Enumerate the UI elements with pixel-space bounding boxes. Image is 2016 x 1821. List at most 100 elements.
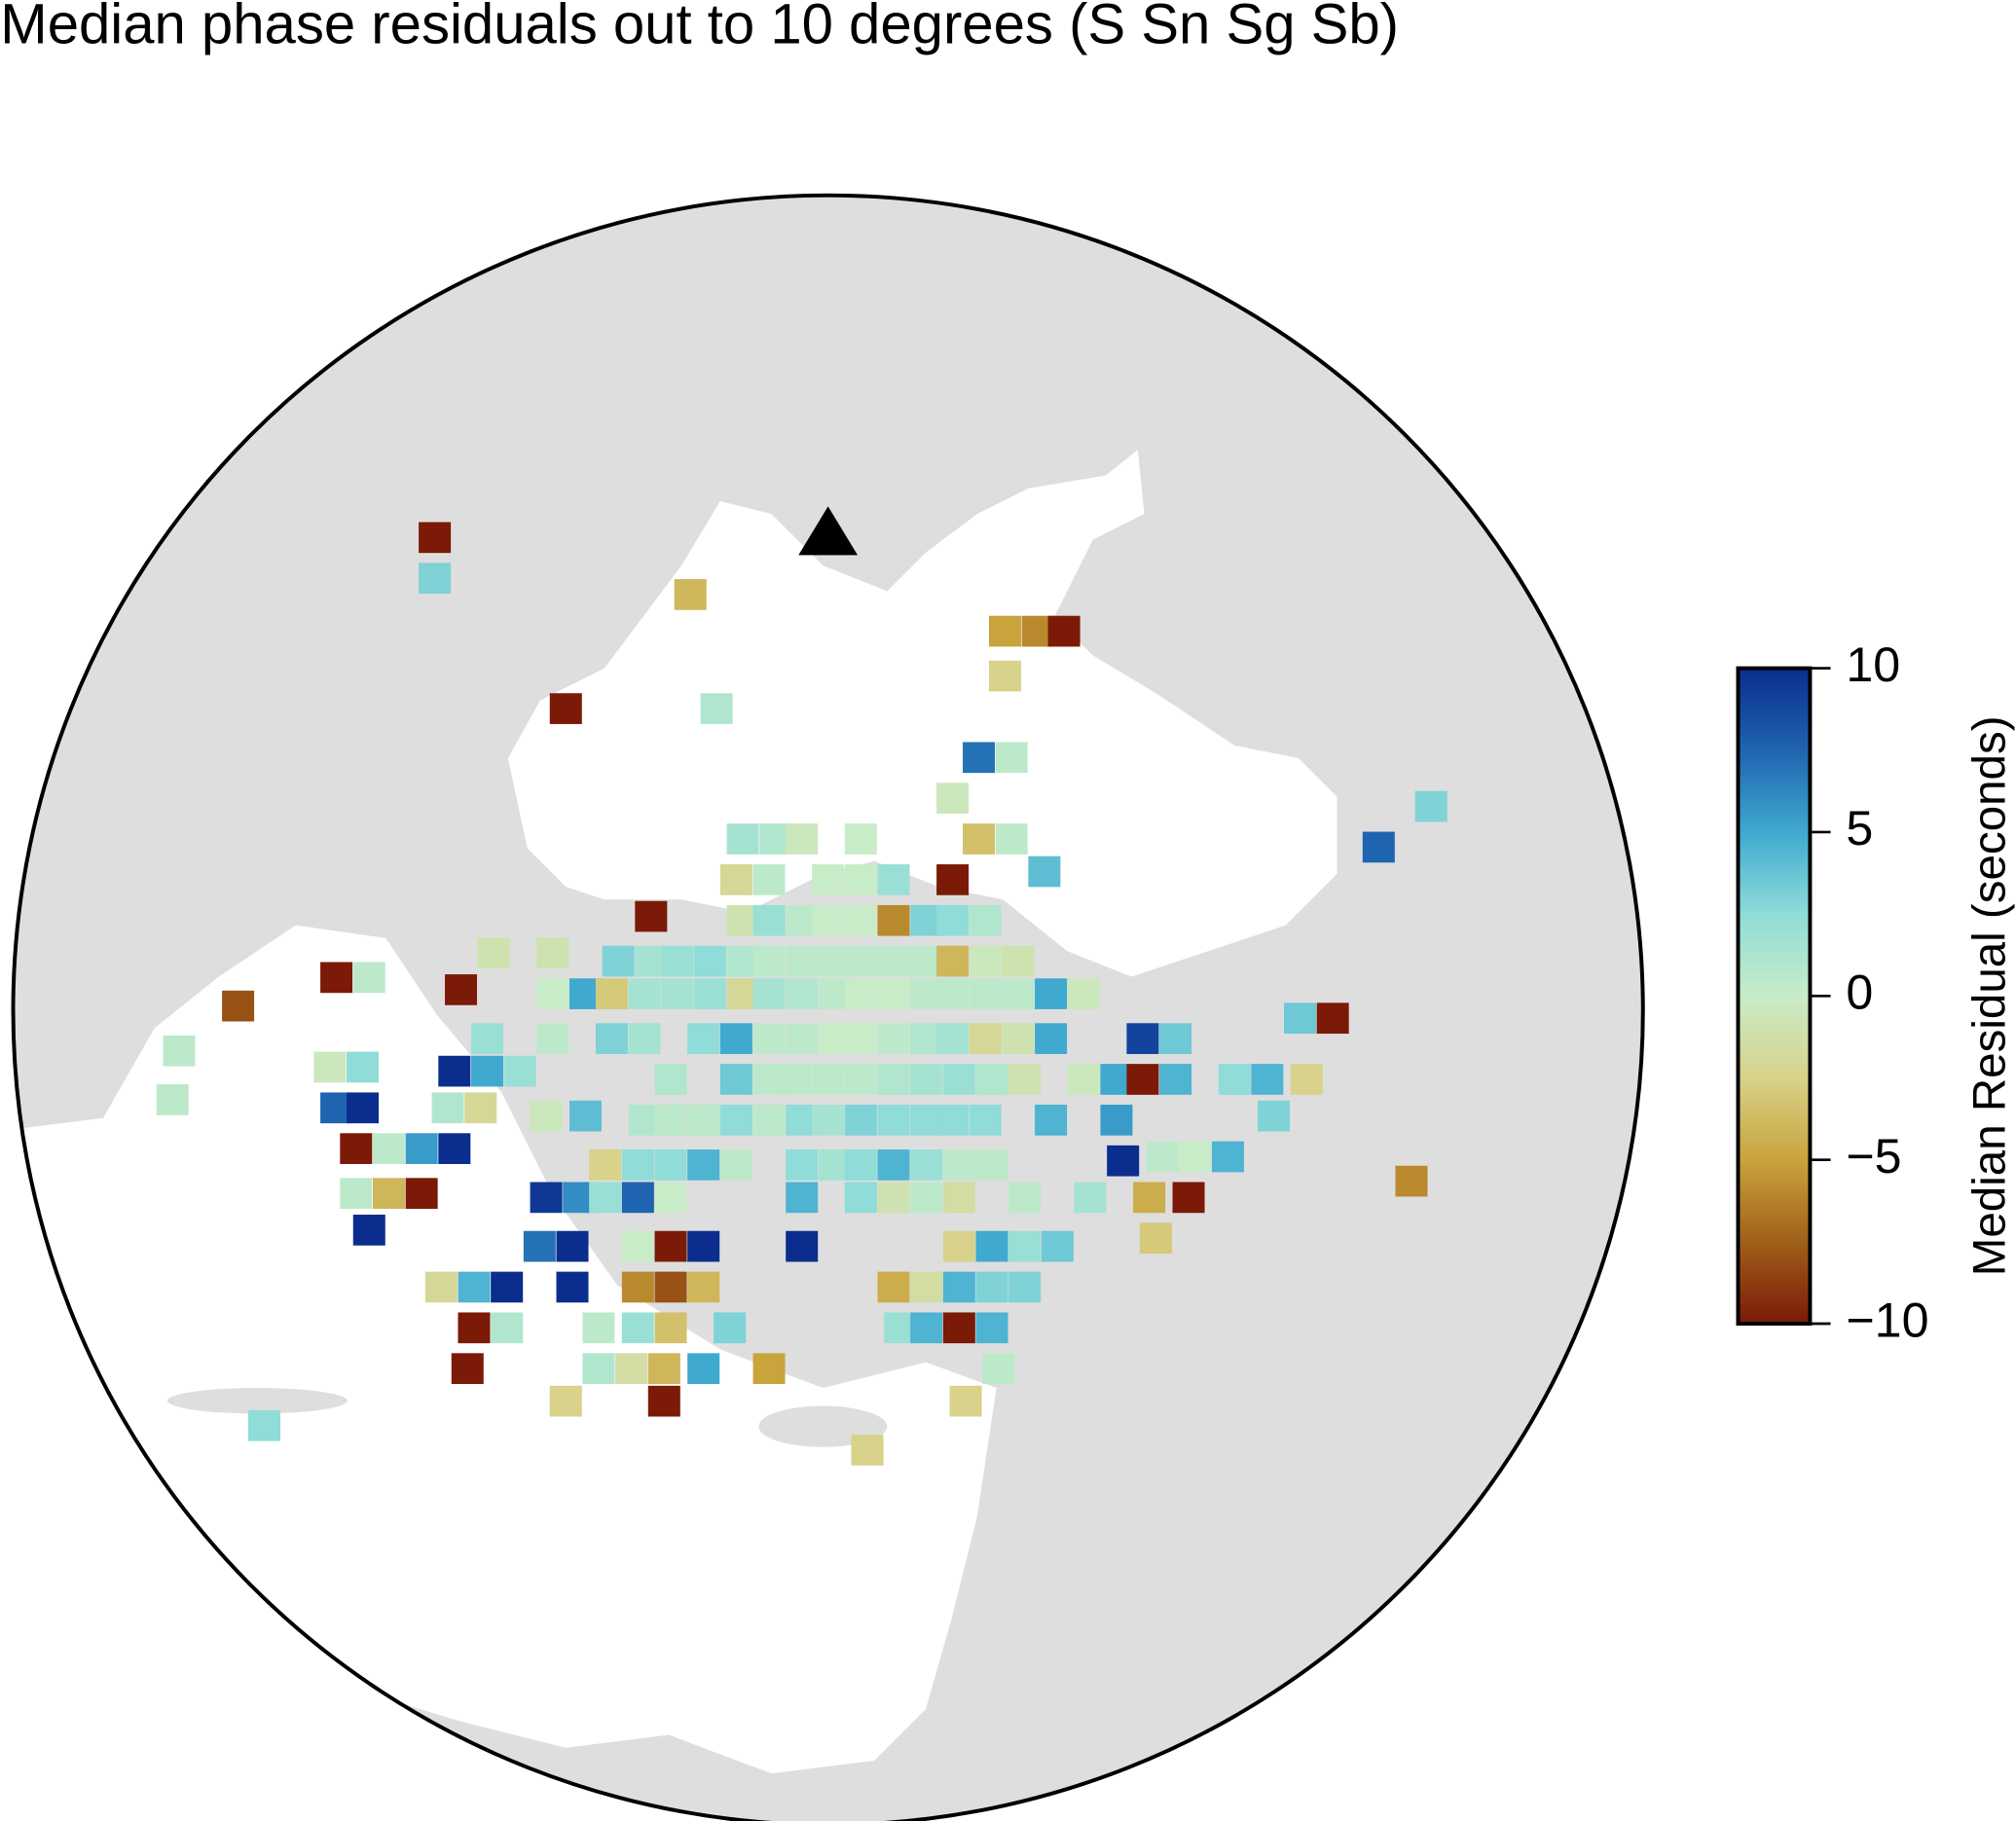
cell (995, 742, 1028, 774)
cell (982, 1353, 1015, 1385)
cell (942, 1312, 975, 1344)
colorbar-tick-label: 0 (1846, 965, 1873, 1020)
cell (687, 1271, 720, 1303)
cell (1258, 1100, 1291, 1132)
cell (693, 978, 726, 1009)
cell (470, 1055, 503, 1087)
cell (714, 1312, 747, 1344)
cell (877, 1104, 910, 1136)
cell (477, 937, 510, 969)
cell (1002, 945, 1035, 977)
cell (347, 1051, 380, 1083)
cell (536, 978, 569, 1009)
cell (1159, 1064, 1192, 1095)
cell (936, 1023, 970, 1054)
cell (687, 1149, 720, 1181)
cell (556, 1230, 589, 1262)
cell (975, 1271, 1008, 1303)
cell (340, 1133, 373, 1164)
cell (910, 1182, 943, 1214)
cell (503, 1055, 536, 1087)
cell (621, 1271, 654, 1303)
cell (654, 1230, 687, 1262)
cell (786, 1023, 819, 1054)
cell (615, 1353, 648, 1385)
cell (844, 864, 877, 895)
cell (988, 615, 1021, 647)
cell (523, 1230, 556, 1262)
cell (1211, 1141, 1244, 1173)
cell (654, 1104, 687, 1136)
cell (844, 945, 877, 977)
cell (719, 1023, 752, 1054)
colorbar-tick-label: −5 (1846, 1129, 1901, 1184)
cell (1126, 1023, 1159, 1054)
cell (942, 1149, 975, 1181)
crete (166, 1388, 348, 1414)
colorbar-tick-label: 10 (1846, 637, 1900, 692)
cell (1035, 1104, 1068, 1136)
cell (654, 1182, 687, 1214)
cell (693, 945, 726, 977)
cell (1002, 1023, 1035, 1054)
colorbar: −10 −5 0 5 10 (1736, 637, 1928, 1347)
cell (949, 1385, 982, 1417)
cell (582, 1353, 615, 1385)
cell (424, 1271, 458, 1303)
cell (786, 945, 819, 977)
cell (1008, 1182, 1042, 1214)
cell (910, 1149, 943, 1181)
cell (621, 1182, 654, 1214)
cell (549, 693, 582, 724)
cell (963, 742, 996, 774)
cell (942, 1271, 975, 1303)
mediterranean-sea (13, 925, 997, 1774)
cell (995, 823, 1028, 855)
colorbar-label: Median Residual (seconds) (1963, 715, 2015, 1276)
cell (844, 1064, 877, 1095)
cell (1290, 1064, 1323, 1095)
cell (1218, 1064, 1251, 1095)
cell (877, 1149, 910, 1181)
cell (779, 1064, 812, 1095)
black-sea (507, 450, 1338, 977)
cell (1035, 1023, 1068, 1054)
cell (1362, 831, 1395, 863)
cell (844, 978, 877, 1009)
cell (969, 945, 1002, 977)
cell (661, 978, 694, 1009)
cell (621, 1149, 654, 1181)
cell (812, 1104, 845, 1136)
cell (654, 1271, 687, 1303)
cell (635, 900, 668, 932)
cell (687, 1023, 720, 1054)
cell (1047, 615, 1081, 647)
cell (589, 1149, 622, 1181)
cell (458, 1271, 491, 1303)
cell (1008, 1271, 1042, 1303)
cell (491, 1312, 524, 1344)
cell (786, 1182, 819, 1214)
cell (844, 1149, 877, 1181)
cell (687, 1230, 720, 1262)
colorbar-tick-label: 5 (1846, 801, 1873, 856)
cell (975, 1064, 1008, 1095)
cell (877, 1271, 910, 1303)
cell (654, 1149, 687, 1181)
cell (752, 1104, 786, 1136)
cell (530, 1100, 563, 1132)
cell (347, 1092, 380, 1124)
cell (752, 978, 786, 1009)
cell (1028, 856, 1061, 888)
cell (975, 1312, 1008, 1344)
cell (910, 1312, 943, 1344)
cell (910, 1271, 943, 1303)
cell (942, 1230, 975, 1262)
cell (936, 945, 970, 977)
cell (602, 945, 635, 977)
cell (812, 904, 845, 936)
cell (1126, 1064, 1159, 1095)
cell (963, 823, 996, 855)
cell (687, 1353, 720, 1385)
cell (621, 1230, 654, 1262)
